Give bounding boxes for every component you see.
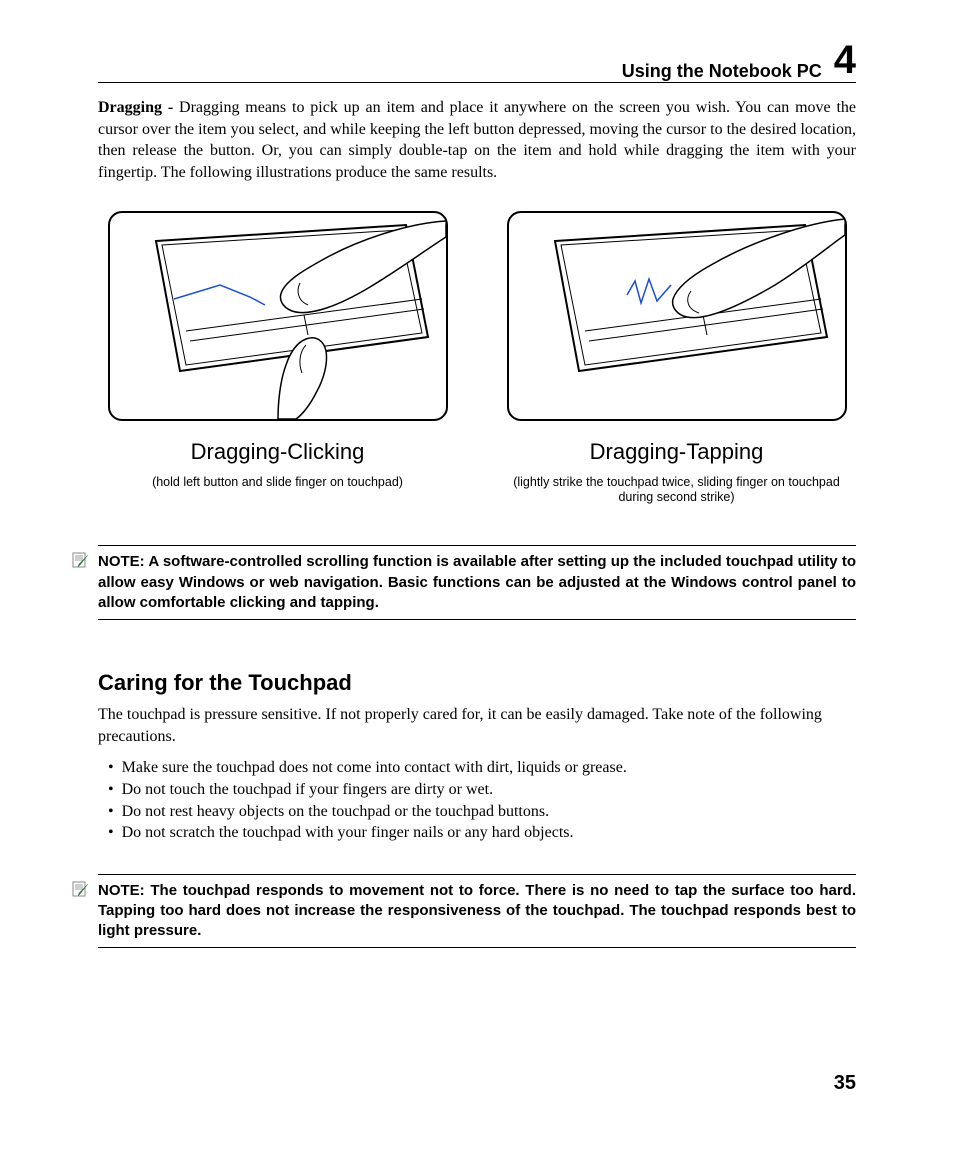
dragging-text: Dragging means to pick up an item and pl…: [98, 99, 856, 181]
caring-intro: The touchpad is pressure sensitive. If n…: [98, 704, 856, 747]
figure-caption-left: Dragging-Clicking: [98, 439, 457, 465]
note-scrolling: NOTE: A software-controlled scrolling fu…: [98, 545, 856, 620]
bullet-item: Make sure the touchpad does not come int…: [108, 757, 856, 779]
page: Using the Notebook PC 4 Dragging - Dragg…: [0, 0, 954, 1155]
note-icon: [72, 552, 90, 570]
page-number: 35: [834, 1072, 856, 1095]
dragging-paragraph: Dragging - Dragging means to pick up an …: [98, 97, 856, 183]
figure-dragging-clicking: Dragging-Clicking (hold left button and …: [98, 211, 457, 505]
figure-sub-left: (hold left button and slide finger on to…: [98, 475, 457, 490]
note-text-2: NOTE: The touchpad responds to movement …: [98, 881, 856, 942]
touchpad-illustration-right: [509, 213, 845, 419]
figure-frame-left: [108, 211, 448, 421]
note-text-1: NOTE: A software-controlled scrolling fu…: [98, 552, 856, 613]
figures-row: Dragging-Clicking (hold left button and …: [98, 211, 856, 505]
dragging-run-in: Dragging -: [98, 99, 179, 116]
figure-caption-right: Dragging-Tapping: [497, 439, 856, 465]
bullet-item: Do not rest heavy objects on the touchpa…: [108, 801, 856, 823]
caring-bullets: Make sure the touchpad does not come int…: [108, 757, 856, 843]
figure-sub-right: (lightly strike the touchpad twice, slid…: [497, 475, 856, 505]
note-pressure: NOTE: The touchpad responds to movement …: [98, 874, 856, 949]
bullet-item: Do not touch the touchpad if your finger…: [108, 779, 856, 801]
touchpad-illustration-left: [110, 213, 446, 419]
chapter-number: 4: [834, 40, 856, 80]
cursor-path-left: [174, 285, 265, 305]
cursor-path-right: [627, 279, 671, 303]
figure-frame-right: [507, 211, 847, 421]
caring-heading: Caring for the Touchpad: [98, 670, 856, 696]
note-icon: [72, 881, 90, 899]
header-title: Using the Notebook PC: [622, 61, 822, 82]
bullet-item: Do not scratch the touchpad with your fi…: [108, 822, 856, 844]
figure-dragging-tapping: Dragging-Tapping (lightly strike the tou…: [497, 211, 856, 505]
page-header: Using the Notebook PC 4: [98, 40, 856, 83]
